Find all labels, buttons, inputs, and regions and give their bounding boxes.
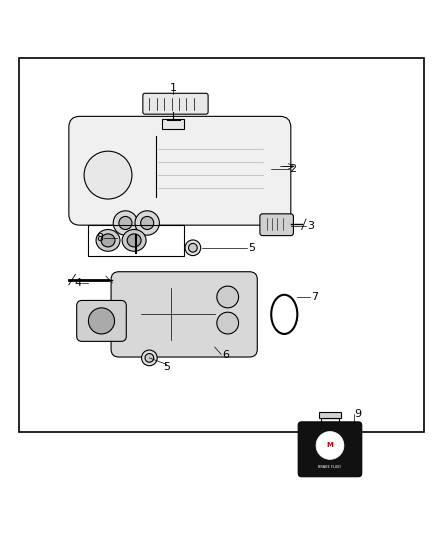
FancyBboxPatch shape xyxy=(260,214,293,236)
Text: 8: 8 xyxy=(96,233,103,243)
Ellipse shape xyxy=(122,230,146,251)
Circle shape xyxy=(217,312,239,334)
Ellipse shape xyxy=(127,234,141,247)
Circle shape xyxy=(84,151,132,199)
FancyBboxPatch shape xyxy=(69,116,291,225)
Text: 5: 5 xyxy=(248,243,255,253)
Circle shape xyxy=(217,286,239,308)
FancyBboxPatch shape xyxy=(143,93,208,114)
Circle shape xyxy=(188,244,197,252)
Circle shape xyxy=(119,216,132,230)
Bar xyxy=(162,118,184,130)
Text: BRAKE FLUID: BRAKE FLUID xyxy=(318,465,342,469)
Text: 4: 4 xyxy=(74,278,81,288)
Text: 1: 1 xyxy=(170,83,177,93)
Circle shape xyxy=(316,432,344,459)
Bar xyxy=(19,58,424,432)
Text: M: M xyxy=(327,442,333,448)
Circle shape xyxy=(113,211,138,235)
FancyBboxPatch shape xyxy=(77,301,126,341)
Circle shape xyxy=(145,353,154,362)
Ellipse shape xyxy=(101,234,115,247)
Bar xyxy=(319,413,341,417)
Text: 3: 3 xyxy=(307,221,314,231)
Circle shape xyxy=(135,211,159,235)
Text: 6: 6 xyxy=(222,350,229,360)
Circle shape xyxy=(141,216,154,230)
FancyBboxPatch shape xyxy=(111,272,257,357)
Circle shape xyxy=(141,350,157,366)
Text: 5: 5 xyxy=(163,362,170,373)
Text: 2: 2 xyxy=(290,164,297,174)
Bar xyxy=(321,417,339,425)
Text: 7: 7 xyxy=(311,292,318,302)
Circle shape xyxy=(88,308,115,334)
Text: 9: 9 xyxy=(355,409,362,418)
Ellipse shape xyxy=(96,230,120,251)
Bar xyxy=(88,225,184,256)
FancyBboxPatch shape xyxy=(298,422,362,477)
Circle shape xyxy=(185,240,201,256)
